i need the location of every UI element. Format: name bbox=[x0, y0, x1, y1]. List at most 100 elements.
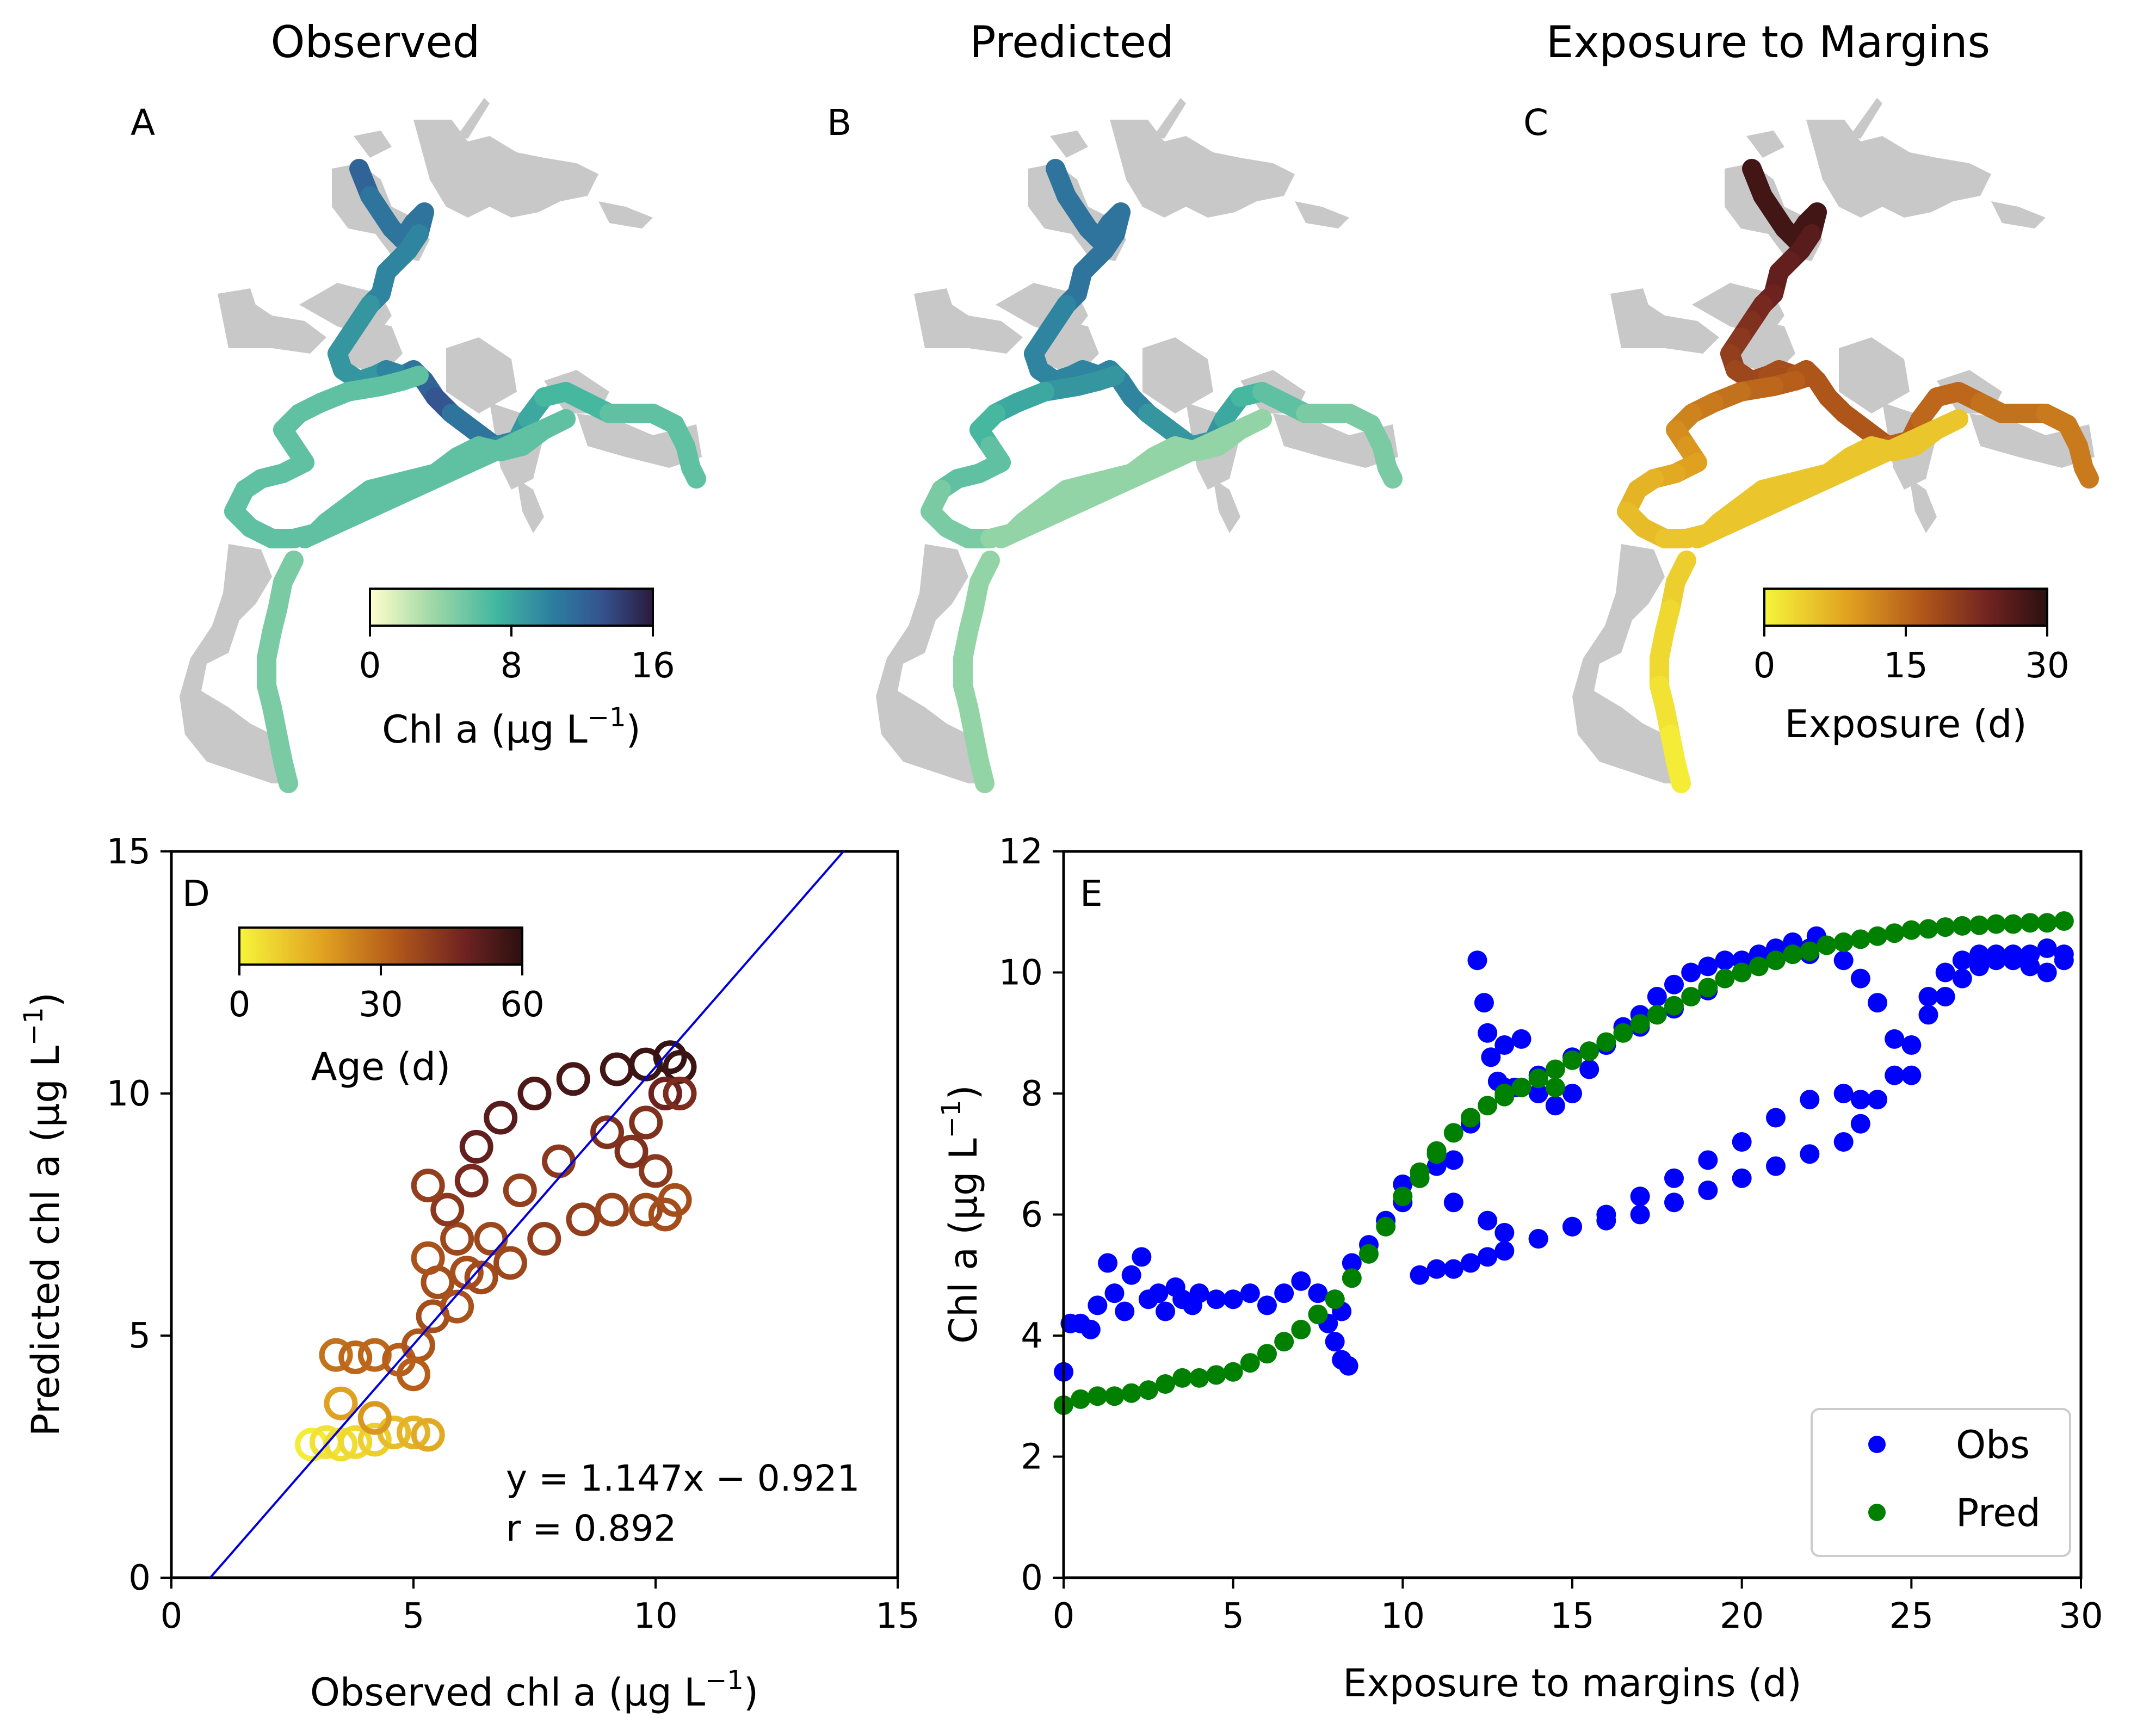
series-obs bbox=[1054, 926, 2074, 1382]
obs-point bbox=[1080, 1319, 1101, 1339]
pred-point bbox=[1800, 941, 1820, 961]
obs-point bbox=[1308, 1283, 1328, 1303]
obs-point bbox=[1885, 1065, 1905, 1085]
pred-point bbox=[1952, 916, 1972, 936]
obs-point bbox=[1098, 1253, 1118, 1273]
cb-chl-tick-8: 8 bbox=[501, 646, 523, 686]
d-point bbox=[614, 1134, 648, 1169]
d-ytick-label: 15 bbox=[107, 832, 151, 872]
obs-point bbox=[1189, 1283, 1209, 1303]
e-xtick-label: 15 bbox=[1550, 1596, 1594, 1636]
obs-point bbox=[1443, 1259, 1463, 1279]
obs-point bbox=[1868, 993, 1887, 1013]
d-point bbox=[357, 1338, 392, 1372]
colorbar-exposure: 0 15 30 Exposure (d) bbox=[1753, 588, 2070, 746]
land-shape-12 bbox=[1969, 413, 2095, 468]
obs-point bbox=[1850, 1090, 1870, 1110]
cb-exp-tick-0: 0 bbox=[1753, 646, 1776, 686]
cb-age-tick-30: 30 bbox=[359, 985, 403, 1025]
d-xtick-label: 5 bbox=[403, 1596, 425, 1636]
pred-point bbox=[1478, 1096, 1498, 1116]
obs-point bbox=[1698, 1150, 1718, 1170]
panel-e-ylabel-close: ) bbox=[941, 1085, 986, 1099]
cb-age-label: Age (d) bbox=[311, 1045, 451, 1089]
pred-point bbox=[1562, 1050, 1582, 1070]
pred-point bbox=[1664, 996, 1684, 1016]
obs-point bbox=[1833, 1132, 1854, 1152]
d-point bbox=[590, 1115, 624, 1150]
panel-letter-e: E bbox=[1080, 873, 1103, 915]
pred-point bbox=[1528, 1068, 1548, 1089]
pred-point bbox=[1088, 1386, 1108, 1406]
pred-point bbox=[1647, 1005, 1667, 1025]
obs-point bbox=[1833, 1084, 1854, 1103]
e-xtick-label: 10 bbox=[1381, 1596, 1425, 1636]
pred-point bbox=[1783, 944, 1803, 965]
obs-point bbox=[1223, 1289, 1243, 1309]
obs-point bbox=[1698, 956, 1718, 977]
e-ytick-label: 0 bbox=[1021, 1558, 1043, 1598]
obs-point bbox=[1206, 1289, 1226, 1309]
e-xtick-label: 5 bbox=[1222, 1596, 1244, 1636]
obs-point bbox=[1868, 1090, 1887, 1110]
pred-point bbox=[1918, 919, 1938, 939]
pred-point bbox=[1121, 1383, 1141, 1403]
cb-exp-label: Exposure (d) bbox=[1784, 702, 2027, 746]
pred-point bbox=[1104, 1386, 1125, 1406]
pred-point bbox=[1817, 935, 1837, 955]
panel-letter-b: B bbox=[827, 102, 851, 144]
pred-point bbox=[1715, 968, 1735, 989]
obs-point bbox=[1088, 1295, 1108, 1315]
colorbar-chl: 0 8 16 Chl a (µg L−1) bbox=[359, 588, 675, 752]
d-point bbox=[338, 1340, 373, 1375]
pred-point bbox=[1986, 914, 2006, 934]
pred-point bbox=[1698, 978, 1718, 998]
d-point bbox=[493, 1246, 527, 1280]
obs-point bbox=[1338, 1356, 1358, 1376]
obs-point bbox=[1732, 1132, 1752, 1152]
pred-point bbox=[1545, 1059, 1565, 1079]
d-xtick-label: 10 bbox=[633, 1596, 677, 1636]
pred-point bbox=[1749, 956, 1769, 977]
cb-chl-label-exp: −1 bbox=[588, 702, 626, 733]
obs-point bbox=[1850, 968, 1870, 989]
obs-point bbox=[1148, 1283, 1169, 1303]
obs-point bbox=[1630, 1187, 1650, 1207]
panel-letter-a: A bbox=[131, 102, 155, 144]
pred-point bbox=[1969, 915, 1989, 935]
pred-point bbox=[1342, 1268, 1362, 1288]
track-segment-77 bbox=[1666, 752, 1691, 793]
ship-track bbox=[224, 159, 706, 793]
panel-title-observed: Observed bbox=[271, 17, 480, 67]
d-point bbox=[648, 1077, 682, 1110]
land-shape-13 bbox=[180, 544, 294, 783]
legend: Obs Pred bbox=[1811, 1408, 2071, 1557]
d-point bbox=[459, 1129, 493, 1164]
land-shape-1 bbox=[1746, 131, 1784, 158]
cb-chl-label: Chl a (µg L−1) bbox=[382, 702, 641, 752]
land-shape-13 bbox=[876, 544, 990, 783]
land-shape-11 bbox=[1213, 479, 1240, 533]
panel-d-ylabel-close: ) bbox=[23, 992, 68, 1007]
panel-letter-c: C bbox=[1523, 102, 1548, 144]
land-shape-2 bbox=[1110, 120, 1295, 218]
cb-exp-tick-15: 15 bbox=[1883, 646, 1928, 686]
pred-point bbox=[1596, 1032, 1616, 1052]
d-ytick-label: 10 bbox=[107, 1074, 151, 1114]
panel-e-xlabel: Exposure to margins (d) bbox=[1343, 1661, 1802, 1706]
obs-point bbox=[1800, 1090, 1820, 1110]
land-shape-4 bbox=[1295, 201, 1349, 228]
pred-point bbox=[1545, 1077, 1565, 1097]
land-shape-4 bbox=[598, 201, 653, 228]
land-shape-5 bbox=[218, 288, 326, 354]
pred-point bbox=[1630, 1014, 1650, 1034]
track-segment-67 bbox=[991, 409, 1272, 548]
obs-point bbox=[1901, 1065, 1922, 1085]
cb-chl-label-close: ) bbox=[626, 707, 641, 752]
land-shape-8 bbox=[446, 337, 517, 413]
pred-point bbox=[1461, 1108, 1480, 1128]
d-point bbox=[464, 1261, 498, 1295]
d-point bbox=[542, 1144, 576, 1178]
obs-point bbox=[2037, 938, 2057, 958]
